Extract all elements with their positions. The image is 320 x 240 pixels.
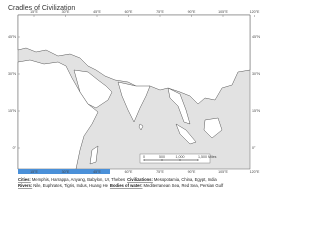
latitude-label: 0°: [13, 146, 17, 150]
legend-label: Rivers:: [18, 183, 32, 188]
longitude-label: 45°E: [93, 170, 101, 174]
latitude-label: 0°: [252, 146, 256, 150]
legend-label: Cities:: [18, 177, 31, 182]
longitude-label: 105°E: [218, 10, 228, 14]
legend-line: Cities:Memphis, Harrappa, Anyang, Babylo…: [18, 177, 217, 182]
madagascar: [89, 145, 99, 165]
borneo: [203, 117, 223, 139]
latitude-label: 45°N: [8, 35, 16, 39]
arabia: [73, 69, 113, 109]
longitude-label: 60°E: [125, 10, 133, 14]
india: [117, 81, 151, 123]
longitude-label: 120°E: [250, 170, 260, 174]
scale-label: 0: [143, 155, 145, 159]
latitude-label: 30°N: [8, 72, 16, 76]
scale-box: [139, 153, 211, 164]
longitude-label: 60°E: [125, 170, 133, 174]
blue-bar: [18, 169, 110, 174]
longitude-label: 105°E: [218, 170, 228, 174]
longitude-label: 90°E: [188, 170, 196, 174]
longitude-label: 75°E: [156, 170, 164, 174]
scale-label: 1,500 Miles: [198, 155, 217, 159]
latitude-label: 15°N: [8, 109, 16, 113]
longitude-label: 75°E: [156, 10, 164, 14]
legend-label: Bodies of water:: [110, 183, 143, 188]
latitude-label: 30°N: [252, 72, 260, 76]
legend-text: Nile, Euphrates, Tigris, Indus, Huang He: [33, 183, 108, 188]
latitude-label: 45°N: [252, 35, 260, 39]
sumatra: [175, 123, 197, 145]
longitude-label: 15°E: [30, 170, 38, 174]
legend-line: Rivers:Nile, Euphrates, Tigris, Indus, H…: [18, 183, 224, 188]
map-area: [17, 14, 251, 170]
legend-text: Memphis, Harrappa, Anyang, Babylon, Ur, …: [32, 177, 125, 182]
legend-text: Mediterranean Sea, Red Sea, Persian Gulf: [144, 183, 224, 188]
latitude-label: 15°N: [252, 109, 260, 113]
longitude-label: 30°E: [62, 170, 70, 174]
map-title: Cradles of Civilization: [8, 5, 75, 12]
map-page: Cradles of Civilization 15°E 15°E 30°E 30°E…: [8, 5, 260, 188]
legend-text: Mesopotamia, China, Egypt, India: [154, 177, 218, 182]
scale-label: 1,000: [176, 155, 185, 159]
longitude-label: 30°E: [62, 10, 70, 14]
longitude-label: 120°E: [250, 10, 260, 14]
scale-label: 500: [159, 155, 165, 159]
legend-label: Civilizations:: [127, 177, 153, 182]
southeast-asia: [167, 87, 191, 125]
longitude-label: 15°E: [30, 10, 38, 14]
sri-lanka: [138, 123, 144, 131]
scale-bar: [139, 153, 211, 164]
longitude-label: 45°E: [93, 10, 101, 14]
longitude-label: 90°E: [188, 10, 196, 14]
